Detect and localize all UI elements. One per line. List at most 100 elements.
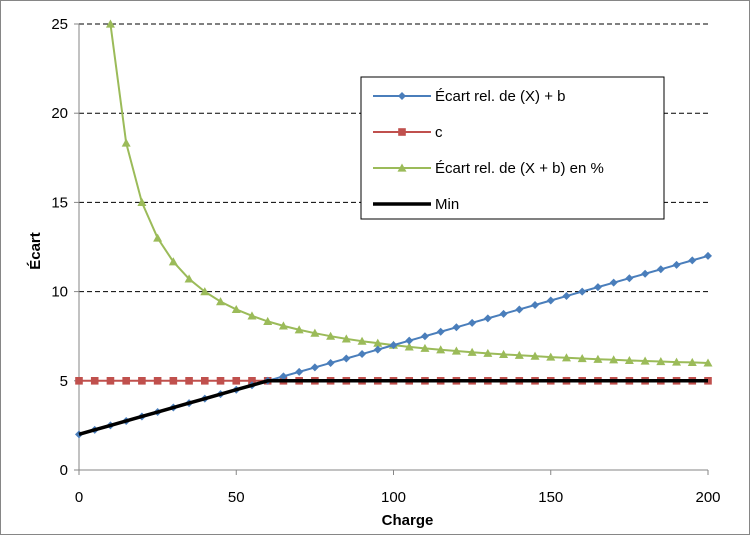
data-point [452,323,461,332]
data-point [138,377,146,385]
data-point [357,336,367,345]
data-point [326,358,335,367]
data-point [562,292,571,301]
data-point [263,316,273,325]
data-point [609,278,618,287]
data-point [515,305,524,314]
data-point [672,260,681,269]
plot-series [75,19,713,439]
x-tick-label: 50 [228,489,245,506]
data-point [185,377,193,385]
data-point [420,332,429,341]
data-point [499,349,509,358]
data-point [106,377,115,385]
series-3 [78,379,708,437]
data-point [168,257,178,266]
data-point [295,367,304,376]
data-point [373,345,382,354]
series-0 [75,251,712,439]
x-tick-label: 100 [381,489,406,506]
legend-marker [398,128,406,136]
data-point [609,355,619,364]
data-point [546,352,556,361]
data-point [687,357,697,367]
series-line [78,379,708,437]
data-point [248,377,256,385]
data-point [624,355,634,365]
legend-label: c [435,124,443,141]
data-point [153,233,163,242]
data-point [342,354,351,363]
y-tick-label: 15 [51,194,68,211]
data-point [704,251,712,260]
data-point [278,321,288,330]
data-point [216,297,226,306]
data-point [531,300,540,309]
x-tick-label: 200 [695,489,720,506]
data-point [232,377,241,385]
x-axis-title: Charge [382,512,434,529]
data-point [641,269,650,278]
y-tick-label: 20 [51,105,68,122]
legend-item: Écart rel. de (X) + b [373,88,565,105]
data-point [358,350,367,359]
legend-marker [397,163,407,172]
data-point [404,342,414,351]
data-point [625,274,634,283]
data-point [90,377,99,385]
data-point [105,19,115,28]
tick-labels: 0 5 10 15 20 25 0 50 100 150 200 [51,16,720,506]
data-point [405,336,414,345]
data-point [184,274,194,283]
data-point [483,314,492,323]
data-point [122,377,130,385]
data-point [247,311,257,320]
legend-label: Min [435,196,459,213]
y-tick-label: 25 [51,16,68,33]
y-tick-label: 0 [60,462,68,479]
y-tick-label: 10 [51,284,68,301]
legend-marker [398,92,406,100]
data-point [483,348,493,357]
data-point [640,356,650,365]
data-point [373,338,383,347]
data-point [688,256,697,265]
data-point [216,377,225,385]
data-point [468,318,477,327]
legend-box [360,76,665,220]
data-point [593,354,603,363]
data-point [231,304,241,314]
x-tick-label: 150 [538,489,563,506]
data-point [578,287,587,296]
data-point [326,331,336,340]
axes [74,23,709,475]
data-point [200,287,210,296]
data-point [153,377,162,385]
series-2 [105,19,713,367]
data-point [656,357,666,366]
data-point [420,343,430,352]
data-point [121,138,131,147]
y-axis-title: Écart [27,232,44,270]
data-point [436,345,446,354]
data-point [169,377,178,385]
y-tick-label: 5 [60,373,68,390]
data-point [201,377,209,385]
data-point [389,341,398,350]
data-point [593,283,602,292]
data-point [467,347,477,356]
data-point [499,309,508,318]
data-point [137,197,147,206]
data-point [451,346,461,355]
data-point [577,354,587,363]
data-point [436,327,445,336]
data-point [546,296,555,305]
legend-label: Écart rel. de (X + b) en % [435,160,604,177]
x-tick-label: 0 [75,489,83,506]
legend-label: Écart rel. de (X) + b [435,88,565,105]
legend-item: Écart rel. de (X + b) en % [373,160,604,177]
legend-item: c [373,124,443,141]
data-point [294,325,304,334]
legend-item: Min [373,196,459,213]
